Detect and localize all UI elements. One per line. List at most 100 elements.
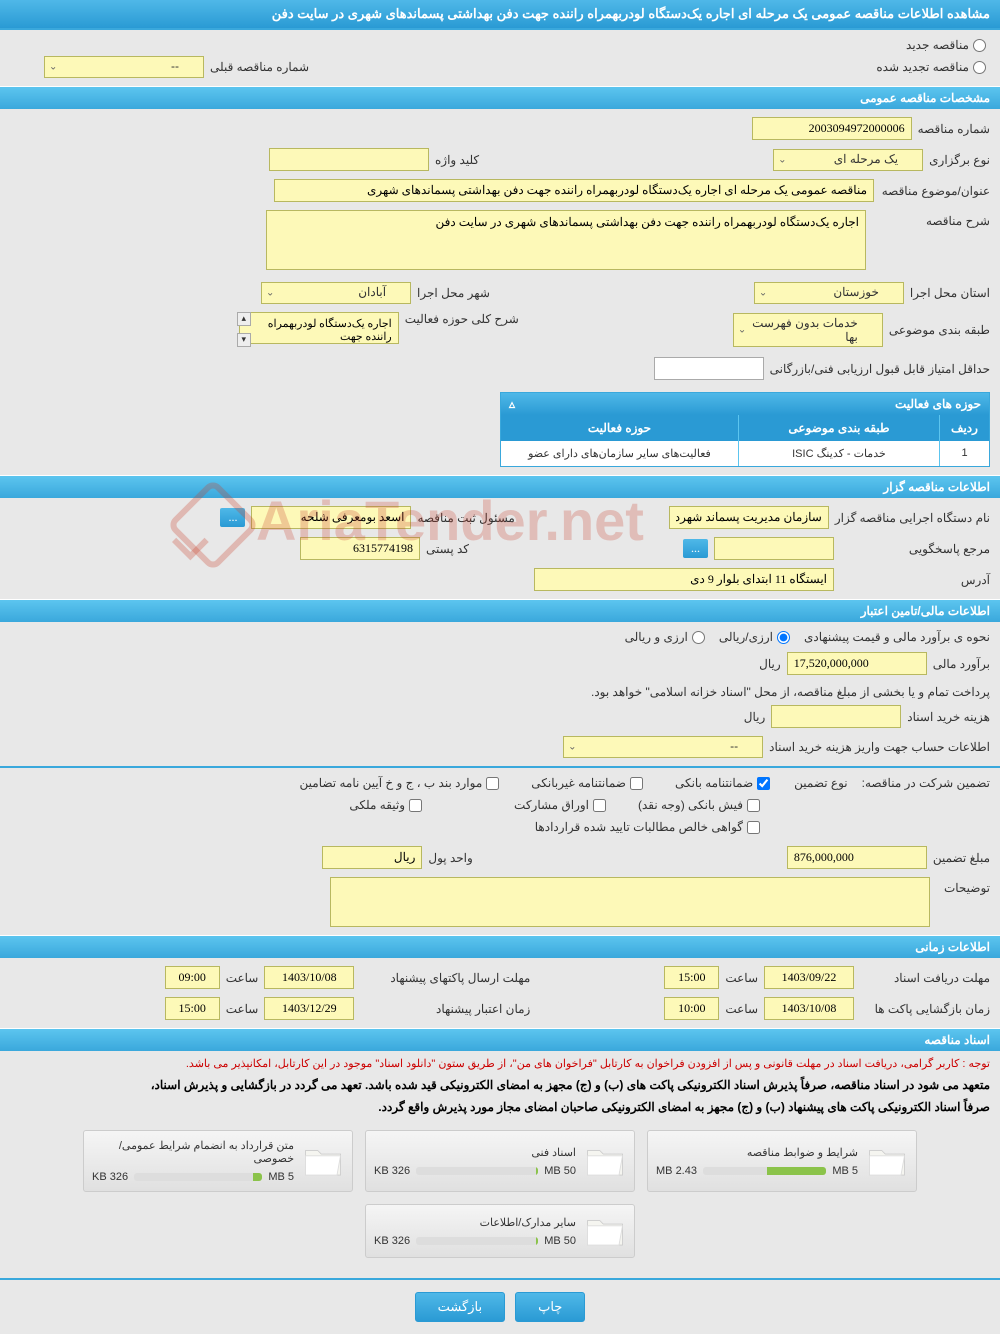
progress-bar <box>416 1167 538 1175</box>
city-select[interactable]: آبادان ⌄ <box>261 282 411 304</box>
scroll-up-icon[interactable]: ▴ <box>237 312 251 326</box>
scroll-down-icon[interactable]: ▾ <box>237 333 251 347</box>
province-select[interactable]: خوزستان ⌄ <box>754 282 904 304</box>
account-value: -- <box>730 739 738 753</box>
time-word: ساعت <box>725 1002 758 1016</box>
org-input[interactable] <box>669 506 829 529</box>
doc-fee-unit: ریال <box>744 710 766 724</box>
radio-new-tender[interactable] <box>973 39 986 52</box>
cell-row-num: 1 <box>939 441 989 466</box>
file-size: 326 KB <box>374 1165 410 1177</box>
file-box[interactable]: شرایط و ضوابط مناقصه 5 MB 2.43 MB <box>647 1130 917 1192</box>
progress-fill <box>767 1167 826 1175</box>
activity-summary-label: شرح کلی حوزه فعالیت <box>405 312 519 326</box>
prev-number-label: شماره مناقصه قبلی <box>210 60 309 74</box>
activity-summary-textarea[interactable] <box>239 312 399 344</box>
open-time-input[interactable] <box>664 997 719 1020</box>
open-date-input[interactable] <box>764 997 854 1020</box>
notes-label: توضیحات <box>944 877 990 895</box>
check-nonbank-guarantee[interactable] <box>630 777 643 790</box>
category-select[interactable]: خدمات بدون فهرست بها ⌄ <box>733 313 883 347</box>
section-organizer-title: اطلاعات مناقصه گزار <box>883 480 990 494</box>
check-items-guarantee[interactable] <box>486 777 499 790</box>
address-label: آدرس <box>840 573 990 587</box>
subject-input[interactable] <box>274 179 874 202</box>
property-guarantee-label: وثیقه ملکی <box>349 798 405 812</box>
address-input[interactable] <box>534 568 834 591</box>
estimate-input[interactable] <box>787 652 927 675</box>
section-timing: اطلاعات زمانی <box>0 935 1000 958</box>
submit-date-input[interactable] <box>264 966 354 989</box>
file-title: شرایط و ضوابط مناقصه <box>656 1146 858 1159</box>
min-score-input[interactable] <box>654 357 764 380</box>
receive-label: مهلت دریافت اسناد <box>860 971 990 985</box>
validity-label: زمان اعتبار پیشنهاد <box>360 1002 530 1016</box>
back-button[interactable]: بازگشت <box>415 1292 505 1322</box>
type-select[interactable]: یک مرحله ای ⌄ <box>773 149 923 171</box>
file-boxes-container: شرایط و ضوابط مناقصه 5 MB 2.43 MB اسناد … <box>0 1122 1000 1278</box>
registrar-more-button[interactable]: ... <box>220 508 245 527</box>
col-category-header: طبقه بندی موضوعی <box>738 415 939 441</box>
account-label: اطلاعات حساب جهت واریز هزینه خرید اسناد <box>769 740 990 754</box>
guarantee-amount-label: مبلغ تضمین <box>933 851 990 865</box>
radio-new-label: مناقصه جدید <box>906 38 969 52</box>
submit-time-input[interactable] <box>165 966 220 989</box>
radio-currency-foreign[interactable] <box>692 631 705 644</box>
file-max: 50 MB <box>544 1165 576 1177</box>
time-word: ساعت <box>226 971 259 985</box>
cert-guarantee-label: گواهی خالص مطالبات تایید شده قراردادها <box>535 820 743 834</box>
desc-textarea[interactable] <box>266 210 866 270</box>
check-property-guarantee[interactable] <box>409 799 422 812</box>
radio-renewed-tender[interactable] <box>973 61 986 74</box>
doc-fee-input[interactable] <box>771 705 901 728</box>
account-select[interactable]: -- ⌄ <box>563 736 763 758</box>
contact-label: مرجع پاسخگویی <box>840 542 990 556</box>
print-button[interactable]: چاپ <box>515 1292 585 1322</box>
keyword-input[interactable] <box>269 148 429 171</box>
postal-label: کد پستی <box>426 542 469 556</box>
unit-input[interactable] <box>322 846 422 869</box>
validity-date-input[interactable] <box>264 997 354 1020</box>
file-title: سایر مدارک/اطلاعات <box>374 1216 576 1229</box>
time-word: ساعت <box>226 1002 259 1016</box>
submit-label: مهلت ارسال پاکتهای پیشنهاد <box>360 971 530 985</box>
check-cert-guarantee[interactable] <box>747 821 760 834</box>
check-cash-guarantee[interactable] <box>747 799 760 812</box>
city-value: آبادان <box>358 285 386 299</box>
file-max: 5 MB <box>832 1165 858 1177</box>
guarantee-amount-input[interactable] <box>787 846 927 869</box>
receive-time-input[interactable] <box>664 966 719 989</box>
check-bonds-guarantee[interactable] <box>593 799 606 812</box>
currency-unit: ریال <box>759 657 781 671</box>
tender-number-input[interactable] <box>752 117 912 140</box>
keyword-label: کلید واژه <box>435 153 479 167</box>
cell-activity: فعالیت‌های سایر سازمان‌های دارای عضو <box>501 441 738 466</box>
notes-textarea[interactable] <box>330 877 930 927</box>
currency-foreign-label: ارزی و ریالی <box>625 630 688 644</box>
registrar-input[interactable] <box>251 506 411 529</box>
chevron-down-icon: ⌄ <box>778 154 786 165</box>
check-bank-guarantee[interactable] <box>757 777 770 790</box>
postal-input[interactable] <box>300 537 420 560</box>
contact-more-button[interactable]: ... <box>683 539 708 558</box>
collapse-icon[interactable]: ▵ <box>509 397 515 411</box>
progress-bar <box>134 1173 262 1181</box>
desc-label: شرح مناقصه <box>880 210 990 228</box>
file-box[interactable]: سایر مدارک/اطلاعات 50 MB 326 KB <box>365 1204 635 1258</box>
items-guarantee-label: موارد بند ب ، ج و خ آیین نامه تضامین <box>300 776 483 790</box>
province-label: استان محل اجرا <box>910 286 990 300</box>
radio-currency-irr[interactable] <box>777 631 790 644</box>
file-box[interactable]: اسناد فنی 50 MB 326 KB <box>365 1130 635 1192</box>
chevron-down-icon: ⌄ <box>759 288 767 299</box>
prev-number-select[interactable]: -- ⌄ <box>44 56 204 78</box>
progress-fill <box>536 1167 538 1175</box>
receive-date-input[interactable] <box>764 966 854 989</box>
file-box[interactable]: متن قرارداد به انضمام شرایط عمومی/خصوصی … <box>83 1130 353 1192</box>
page-title-bar: مشاهده اطلاعات مناقصه عمومی یک مرحله ای … <box>0 0 1000 28</box>
contact-input[interactable] <box>714 537 834 560</box>
validity-time-input[interactable] <box>165 997 220 1020</box>
estimate-method-label: نحوه ی برآورد مالی و قیمت پیشنهادی <box>804 630 990 644</box>
category-value: خدمات بدون فهرست بها <box>752 316 858 344</box>
page-title: مشاهده اطلاعات مناقصه عمومی یک مرحله ای … <box>272 6 990 21</box>
progress-bar <box>416 1237 538 1245</box>
